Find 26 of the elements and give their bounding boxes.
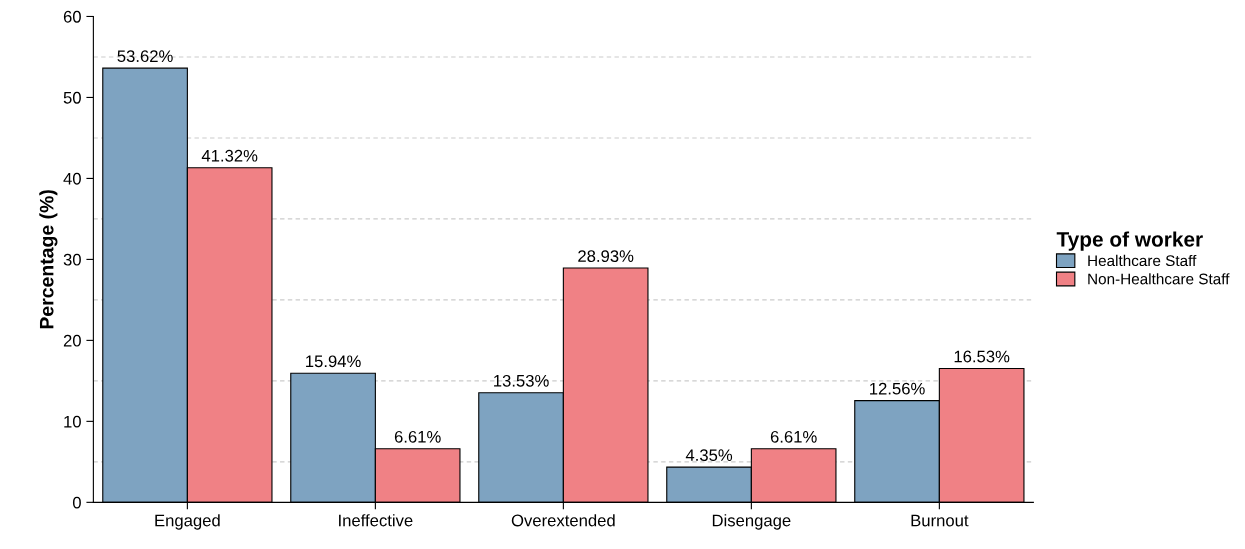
data-label: 28.93% xyxy=(578,250,634,262)
data-label: 12.56% xyxy=(870,382,925,395)
data-label: 41.32% xyxy=(201,149,258,162)
legend-label: Healthcare Staff xyxy=(1088,254,1197,267)
legend-title: Type of worker xyxy=(1056,231,1203,251)
data-label: 16.53% xyxy=(954,350,1010,363)
y-tick-label: 20 xyxy=(63,334,81,347)
x-tick-label: Engaged xyxy=(155,514,220,530)
data-label: 53.62% xyxy=(117,50,173,63)
y-tick-label: 0 xyxy=(72,496,81,509)
y-tick-label: 50 xyxy=(63,91,81,104)
data-label: 6.61% xyxy=(770,430,817,443)
y-tick-label: 30 xyxy=(63,253,81,266)
x-tick-label: Burnout xyxy=(911,514,969,527)
x-tick-label: Overextended xyxy=(511,514,615,527)
y-axis-title: Percentage (%) xyxy=(39,190,58,329)
legend-label: Non-Healthcare Staff xyxy=(1088,273,1230,285)
y-tick-label: 40 xyxy=(63,172,81,185)
data-label: 4.35% xyxy=(685,449,733,462)
data-label: 15.94% xyxy=(306,355,361,368)
x-tick-label: Disengage xyxy=(712,514,791,530)
y-tick-label: 10 xyxy=(64,415,81,428)
data-label: 6.61% xyxy=(394,430,441,443)
y-tick-label: 60 xyxy=(63,10,81,23)
x-tick-label: Ineffective xyxy=(339,514,413,527)
data-label: 13.53% xyxy=(494,374,549,387)
